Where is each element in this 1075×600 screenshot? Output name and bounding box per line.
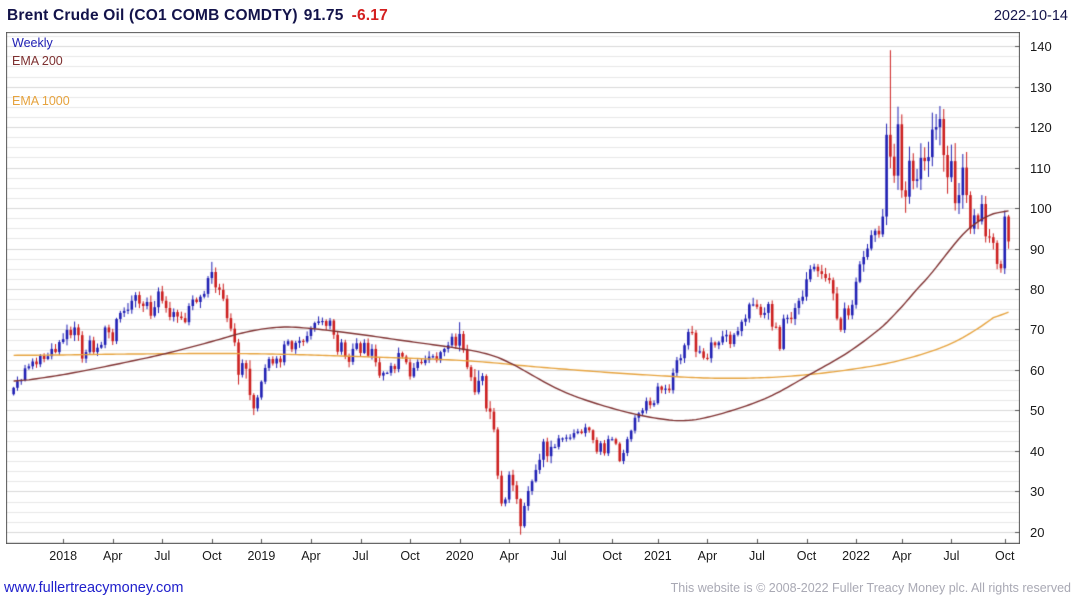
x-axis-label: 2022	[842, 549, 870, 563]
y-axis-label: 130	[1030, 79, 1052, 95]
x-axis-label: Apr	[301, 549, 321, 563]
x-axis-label: Oct	[202, 549, 222, 563]
x-axis-label: 2020	[445, 549, 474, 563]
x-axis-label: Apr	[697, 549, 718, 563]
y-axis-label: 90	[1030, 241, 1045, 257]
y-axis-label: 100	[1030, 201, 1052, 217]
last-price: 91.75	[303, 7, 344, 24]
y-axis-label: 60	[1030, 362, 1045, 378]
x-axis-label: Oct	[400, 549, 420, 563]
y-axis-label: 30	[1030, 484, 1045, 500]
chart-date: 2022-10-14	[993, 8, 1068, 24]
legend-ema-1000: EMA 1000	[12, 94, 70, 108]
x-axis-label: Jul	[550, 549, 567, 563]
x-axis-label: Oct	[995, 549, 1015, 563]
y-axis-label: 50	[1030, 403, 1045, 419]
x-axis-label: 2019	[247, 549, 276, 563]
footer: www.fullertreacymoney.com This website i…	[0, 578, 1075, 598]
x-axis-label: Jul	[748, 549, 765, 563]
x-axis-label: Oct	[602, 549, 622, 563]
legend-ema-200: EMA 200	[12, 54, 63, 68]
x-axis-label: Jul	[352, 549, 369, 563]
chart-header: Brent Crude Oil (CO1 COMB COMDTY) 91.75 -6…	[7, 4, 1068, 28]
title-area: Brent Crude Oil (CO1 COMB COMDTY) 91.75 -6…	[7, 7, 388, 25]
y-axis-label: 70	[1030, 322, 1045, 338]
y-axis-label: 140	[1030, 39, 1052, 55]
x-axis-label: 2021	[643, 549, 672, 563]
site-link[interactable]: www.fullertreacymoney.com	[4, 580, 184, 596]
y-axis-label: 120	[1030, 120, 1052, 136]
y-axis-label: 110	[1030, 160, 1051, 176]
price-change: -6.17	[351, 7, 388, 24]
x-axis-label: 2018	[49, 549, 78, 563]
x-axis-label: Jul	[943, 549, 960, 563]
copyright-text: This website is © 2008-2022 Fuller Treac…	[670, 581, 1071, 595]
x-axis-label: Apr	[892, 549, 912, 563]
legend-weekly: Weekly	[12, 36, 53, 50]
y-axis-label: 80	[1030, 282, 1045, 297]
x-axis-label: Apr	[499, 549, 519, 563]
x-axis-label: Apr	[103, 549, 123, 563]
instrument-title: Brent Crude Oil (CO1 COMB COMDTY)	[7, 7, 298, 24]
x-axis-label: Jul	[154, 549, 171, 563]
y-axis-label: 40	[1030, 443, 1045, 459]
candlestick-chart-canvas[interactable]	[6, 32, 1020, 544]
x-axis-label: Oct	[796, 549, 817, 563]
y-axis-label: 20	[1030, 524, 1045, 540]
